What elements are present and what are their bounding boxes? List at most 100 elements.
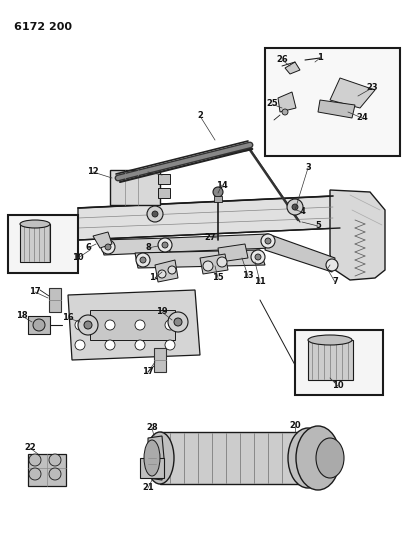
Circle shape bbox=[29, 468, 41, 480]
Circle shape bbox=[168, 266, 176, 274]
Polygon shape bbox=[278, 92, 296, 112]
Text: 18: 18 bbox=[16, 311, 28, 320]
Circle shape bbox=[165, 340, 175, 350]
Polygon shape bbox=[148, 436, 164, 480]
Ellipse shape bbox=[144, 440, 160, 476]
Bar bbox=[49, 288, 61, 312]
Circle shape bbox=[282, 109, 288, 115]
Text: 8: 8 bbox=[145, 244, 151, 253]
Text: 14: 14 bbox=[149, 273, 161, 282]
Text: 23: 23 bbox=[366, 84, 378, 93]
Polygon shape bbox=[200, 254, 228, 274]
Circle shape bbox=[78, 315, 98, 335]
Text: 26: 26 bbox=[276, 55, 288, 64]
Polygon shape bbox=[285, 62, 300, 74]
Circle shape bbox=[105, 320, 115, 330]
Circle shape bbox=[147, 206, 163, 222]
Ellipse shape bbox=[308, 335, 352, 345]
Circle shape bbox=[265, 238, 271, 244]
Text: 20: 20 bbox=[289, 422, 301, 431]
Bar bbox=[154, 348, 166, 372]
Circle shape bbox=[135, 320, 145, 330]
Text: 1: 1 bbox=[145, 167, 151, 176]
Text: 15: 15 bbox=[212, 273, 224, 282]
Bar bbox=[90, 310, 175, 340]
Polygon shape bbox=[135, 250, 265, 268]
Circle shape bbox=[29, 454, 41, 466]
Circle shape bbox=[152, 211, 158, 217]
Text: 2: 2 bbox=[197, 111, 203, 120]
Text: 4: 4 bbox=[299, 207, 305, 216]
Text: 16: 16 bbox=[62, 313, 74, 322]
Circle shape bbox=[326, 259, 338, 271]
Text: 25: 25 bbox=[266, 100, 278, 109]
Circle shape bbox=[292, 204, 298, 210]
Text: 10: 10 bbox=[332, 382, 344, 391]
Text: 6172 200: 6172 200 bbox=[14, 22, 72, 32]
Circle shape bbox=[174, 318, 182, 326]
Bar bbox=[308, 340, 353, 380]
Circle shape bbox=[105, 244, 111, 250]
Bar bbox=[20, 224, 50, 262]
Text: 6: 6 bbox=[85, 244, 91, 253]
Circle shape bbox=[261, 234, 275, 248]
Polygon shape bbox=[318, 100, 355, 118]
Circle shape bbox=[33, 319, 45, 331]
Polygon shape bbox=[330, 78, 375, 108]
Text: 22: 22 bbox=[24, 443, 36, 453]
Circle shape bbox=[255, 254, 261, 260]
Bar bbox=[140, 458, 164, 478]
Ellipse shape bbox=[146, 432, 174, 484]
Bar bbox=[160, 432, 308, 484]
Ellipse shape bbox=[296, 426, 340, 490]
Polygon shape bbox=[100, 238, 172, 255]
Text: 17: 17 bbox=[29, 287, 41, 296]
Circle shape bbox=[158, 270, 166, 278]
Ellipse shape bbox=[288, 428, 328, 488]
Text: 5: 5 bbox=[315, 222, 321, 230]
Bar bbox=[265, 48, 400, 156]
Polygon shape bbox=[93, 232, 112, 248]
Polygon shape bbox=[68, 290, 200, 360]
Circle shape bbox=[75, 320, 85, 330]
Bar bbox=[8, 215, 78, 273]
Circle shape bbox=[213, 187, 223, 197]
Bar bbox=[158, 188, 170, 198]
Circle shape bbox=[165, 320, 175, 330]
Polygon shape bbox=[78, 196, 340, 240]
Bar bbox=[295, 330, 383, 395]
Polygon shape bbox=[330, 190, 385, 280]
Text: 17: 17 bbox=[142, 367, 154, 376]
Text: 19: 19 bbox=[156, 308, 168, 317]
Text: 7: 7 bbox=[332, 278, 338, 287]
Circle shape bbox=[162, 242, 168, 248]
Ellipse shape bbox=[20, 220, 50, 228]
Bar bbox=[28, 454, 66, 486]
Bar bbox=[158, 174, 170, 184]
Circle shape bbox=[168, 312, 188, 332]
Text: 11: 11 bbox=[254, 278, 266, 287]
Bar bbox=[28, 316, 50, 334]
Ellipse shape bbox=[316, 438, 344, 478]
Circle shape bbox=[158, 238, 172, 252]
Text: 21: 21 bbox=[142, 483, 154, 492]
Bar bbox=[214, 196, 222, 202]
Text: 28: 28 bbox=[146, 424, 158, 432]
Text: 3: 3 bbox=[305, 164, 311, 173]
Circle shape bbox=[287, 199, 303, 215]
Text: 27: 27 bbox=[204, 232, 216, 241]
Text: 14: 14 bbox=[216, 181, 228, 190]
Circle shape bbox=[251, 250, 265, 264]
Polygon shape bbox=[218, 244, 248, 262]
Circle shape bbox=[49, 454, 61, 466]
Text: 12: 12 bbox=[87, 167, 99, 176]
Circle shape bbox=[84, 321, 92, 329]
Text: 10: 10 bbox=[72, 254, 84, 262]
Circle shape bbox=[49, 468, 61, 480]
Polygon shape bbox=[265, 234, 335, 272]
Text: 24: 24 bbox=[356, 114, 368, 123]
Circle shape bbox=[203, 261, 213, 271]
Circle shape bbox=[75, 340, 85, 350]
Text: 1: 1 bbox=[317, 53, 323, 62]
Circle shape bbox=[105, 340, 115, 350]
